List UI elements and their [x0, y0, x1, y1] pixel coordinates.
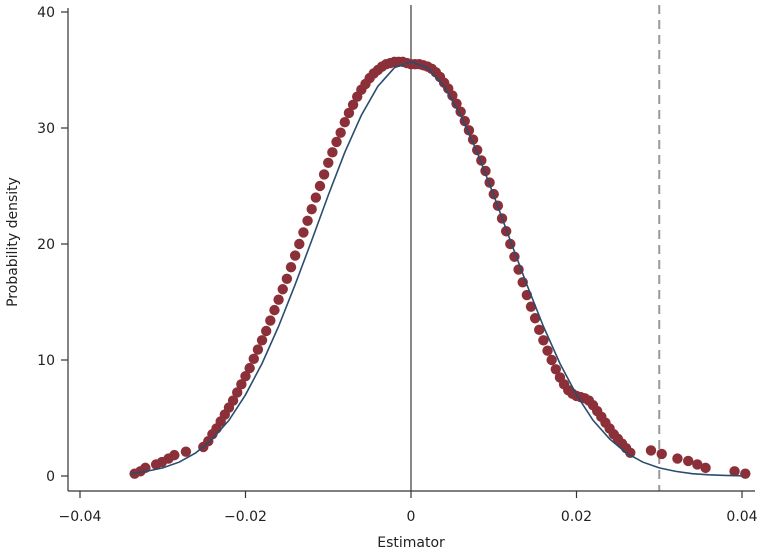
y-tick-label: 40	[37, 5, 55, 21]
x-axis-title: Estimator	[377, 535, 445, 551]
data-point	[257, 335, 267, 345]
data-point	[253, 344, 263, 354]
data-point	[290, 250, 300, 260]
data-point	[282, 274, 292, 284]
data-point	[323, 158, 333, 168]
data-point	[331, 137, 341, 147]
data-point	[307, 204, 317, 214]
x-tick-label: 0	[407, 509, 416, 525]
data-point	[657, 449, 667, 459]
data-point	[273, 294, 283, 304]
data-point	[327, 147, 337, 157]
x-tick-label: −0.04	[59, 509, 102, 525]
y-tick-label: 10	[37, 353, 55, 369]
data-point	[269, 305, 279, 315]
data-point	[278, 284, 288, 294]
plot-area	[129, 5, 750, 491]
data-point	[294, 239, 304, 249]
data-point	[181, 446, 191, 456]
x-tick-label: 0.04	[726, 509, 757, 525]
data-point	[319, 169, 329, 179]
data-point	[169, 450, 179, 460]
data-point	[646, 445, 656, 455]
y-tick-label: 30	[37, 121, 55, 137]
data-point	[311, 192, 321, 202]
y-tick-label: 0	[46, 469, 55, 485]
data-point	[340, 117, 350, 127]
data-point	[302, 216, 312, 226]
data-point	[542, 346, 552, 356]
data-point	[286, 262, 296, 272]
x-tick-label: −0.02	[224, 509, 267, 525]
data-point	[546, 355, 556, 365]
data-point	[261, 326, 271, 336]
x-tick-label: 0.02	[561, 509, 592, 525]
data-point	[298, 227, 308, 237]
data-point	[683, 456, 693, 466]
data-point	[672, 453, 682, 463]
data-point	[335, 127, 345, 137]
data-point	[265, 315, 275, 325]
data-point	[315, 181, 325, 191]
y-axis-title: Probability density	[5, 177, 21, 307]
data-point	[740, 468, 750, 478]
data-point	[244, 363, 254, 373]
data-point	[249, 354, 259, 364]
data-point	[538, 335, 548, 345]
data-point	[700, 463, 710, 473]
y-tick-label: 20	[37, 237, 55, 253]
